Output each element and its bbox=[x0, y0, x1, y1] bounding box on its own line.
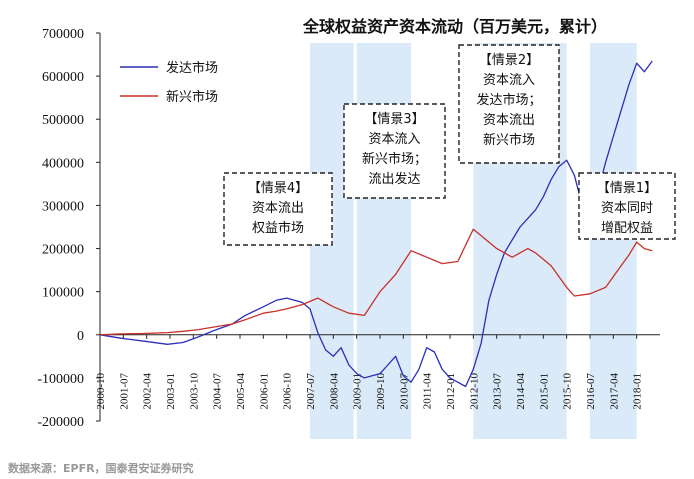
annotation-text-line: 资本流入 bbox=[368, 132, 420, 147]
x-tick-label: 2008-04 bbox=[328, 373, 340, 410]
source-note: 数据来源：EPFR，国泰君安证券研究 bbox=[8, 461, 194, 475]
annotation-text-line: 增配权益 bbox=[601, 220, 653, 236]
annotation-text-line: 【情景4】 bbox=[248, 181, 308, 196]
x-tick-label: 2004-07 bbox=[212, 373, 224, 410]
x-tick-label: 2016-07 bbox=[585, 373, 597, 410]
annotation-text-line: 资本流出 bbox=[483, 113, 535, 128]
y-tick-label: 700000 bbox=[42, 27, 84, 42]
y-tick-label: -100000 bbox=[37, 372, 84, 387]
axes: -200000 -100000 0 100000 200000 300000 400000 5… bbox=[37, 27, 660, 430]
annotation-text-line: 资本流出 bbox=[252, 201, 304, 216]
x-tick-label: 2000-10 bbox=[95, 373, 107, 410]
x-tick-label: 2013-07 bbox=[492, 373, 504, 410]
series-developed-line bbox=[99, 60, 653, 388]
x-tick-label: 2017-04 bbox=[608, 373, 620, 410]
x-tick-label: 2009-10 bbox=[375, 373, 387, 410]
x-tick-label: 2002-04 bbox=[142, 373, 154, 410]
y-tick-label: 100000 bbox=[42, 286, 84, 301]
legend-label-2: 新兴市场 bbox=[166, 89, 218, 105]
annotation-text-line: 【情景2】 bbox=[479, 53, 539, 68]
annotation-border bbox=[343, 103, 446, 199]
x-tick-label: 2015-10 bbox=[562, 373, 574, 410]
x-tick-label: 2012-10 bbox=[468, 373, 480, 410]
annotation-text-line: 新兴市场 bbox=[483, 132, 535, 148]
x-tick-label: 2015-01 bbox=[538, 373, 550, 410]
annotation-border bbox=[458, 44, 560, 164]
annotation-text-line: 发达市场； bbox=[476, 92, 541, 108]
series-lines bbox=[99, 60, 653, 388]
annotation-text-line: 【情景1】 bbox=[597, 181, 657, 196]
x-tick-label: 2014-04 bbox=[515, 373, 527, 410]
x-tick-label: 2007-07 bbox=[305, 373, 317, 410]
x-tick-label: 2001-07 bbox=[118, 373, 130, 410]
x-tick-label: 2011-04 bbox=[422, 373, 434, 410]
x-tick-label: 2006-10 bbox=[282, 373, 294, 410]
x-tick-label: 2003-01 bbox=[165, 373, 177, 410]
annotation-text-line: 【情景3】 bbox=[364, 112, 424, 127]
y-tick-label: 400000 bbox=[42, 156, 84, 171]
x-tick-label: 2005-04 bbox=[235, 373, 247, 410]
x-tick-label: 2009-01 bbox=[352, 373, 364, 410]
legend-label-1: 发达市场 bbox=[166, 60, 218, 76]
shaded-period-4 bbox=[590, 43, 637, 439]
annotation-text-line: 流出发达 bbox=[368, 171, 420, 187]
y-tick-label: 0 bbox=[77, 329, 84, 344]
x-tick-label: 2012-01 bbox=[445, 373, 457, 410]
y-tick-label: -200000 bbox=[37, 415, 84, 430]
annotation-text-line: 资本同时 bbox=[601, 201, 653, 216]
y-tick-label: 200000 bbox=[42, 243, 84, 258]
annotation-text-line: 新兴市场； bbox=[362, 151, 427, 167]
series-emerging-line bbox=[99, 228, 653, 336]
annotation-text-line: 资本流入 bbox=[483, 73, 535, 88]
y-tick-label: 300000 bbox=[42, 199, 84, 214]
y-tick-label: 600000 bbox=[42, 70, 84, 85]
x-tick-label: 2010-07 bbox=[398, 373, 410, 410]
x-tick-label: 2003-10 bbox=[188, 373, 200, 410]
chart-title: 全球权益资产资本流动（百万美元，累计） bbox=[302, 17, 607, 36]
x-tick-label: 2018-01 bbox=[632, 373, 644, 410]
annotation-border bbox=[223, 172, 333, 246]
x-tick-label: 2006-01 bbox=[258, 373, 270, 410]
y-tick-label: 500000 bbox=[42, 113, 84, 128]
annotation-text-line: 权益市场 bbox=[252, 220, 304, 236]
annotations: 【情景4】资本流出权益市场【情景3】资本流入新兴市场；流出发达【情景2】资本流入… bbox=[223, 44, 676, 246]
annotation-border bbox=[578, 172, 676, 240]
